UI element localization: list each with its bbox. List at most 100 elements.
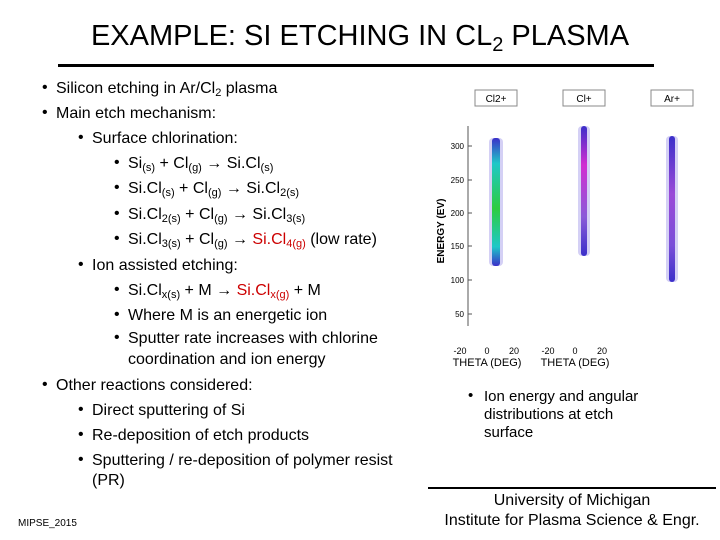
text-run: → Si.Cl <box>221 180 281 197</box>
panel-label-box <box>650 89 694 107</box>
text-run: + Cl <box>180 231 215 248</box>
text-run: Ion assisted etching: <box>92 257 238 274</box>
institute-name: Institute for Plasma Science & Engr. <box>444 512 700 529</box>
text-run: + Cl <box>180 206 215 223</box>
bullet-line: • Si.Cl(s) + Cl(g) → Si.Cl2(s) <box>114 179 299 199</box>
bullet-line: • Direct sputtering of Si <box>78 401 245 420</box>
bullet-dot: • <box>114 179 120 196</box>
text-run: (low rate) <box>305 231 377 248</box>
bullet-line: • Si.Cl3(s) + Cl(g) → Si.Cl4(g) (low rate… <box>114 230 377 250</box>
text-run: (g) <box>188 162 202 174</box>
bullet-line: coordination and ion energy <box>128 351 325 369</box>
text-run: Si.Cl <box>128 180 162 197</box>
text-run: (g) <box>207 187 222 199</box>
text-run: Si.Cl <box>128 282 162 299</box>
bullet-dot: • <box>78 256 84 273</box>
text-run: Si.Cl <box>252 231 287 248</box>
y-tick-label: 50 <box>455 310 464 319</box>
bullet-dot: • <box>42 79 48 96</box>
text-run: Si.Cl <box>236 282 271 299</box>
bullet-line: • Si(s) + Cl(g) → Si.Cl(s) <box>114 154 274 174</box>
bullet-line: • Silicon etching in Ar/Cl2 plasma <box>42 79 277 99</box>
text-run: Si <box>128 155 143 172</box>
panel-label: Cl+ <box>576 94 591 105</box>
panel-label: Ar+ <box>664 94 680 105</box>
bullet-line: • Where M is an energetic ion <box>114 306 328 325</box>
x-tick-label: 20 <box>509 346 519 356</box>
panel-label: Cl2+ <box>486 94 507 105</box>
bullet-dot: • <box>78 401 84 418</box>
x-tick-label: 0 <box>484 346 489 356</box>
text-run: (PR) <box>92 472 125 489</box>
bullet-dot: • <box>114 306 120 323</box>
bullet-dot: • <box>42 104 48 121</box>
x-axis-label: THETA (DEG) <box>453 357 522 369</box>
right-bullet-line: distributions at etch <box>484 406 614 423</box>
text-run: (s) <box>260 162 274 174</box>
y-tick-label: 100 <box>451 276 465 285</box>
y-tick-label: 250 <box>451 176 465 185</box>
text-run: (g) <box>214 238 228 250</box>
text-run: + Cl <box>155 155 189 172</box>
text-run: 3(s) <box>161 238 181 250</box>
text-run: Sputter rate increases with chlorine <box>128 330 378 347</box>
text-run: Main etch mechanism: <box>56 105 217 122</box>
text-run: (s) <box>161 187 175 199</box>
bullet-dot: • <box>78 129 84 146</box>
bullet-dot: • <box>468 387 474 404</box>
text-run: (s) <box>142 162 156 174</box>
footer-rule <box>428 487 716 489</box>
university-name: University of Michigan <box>493 492 651 509</box>
bullet-line: • Other reactions considered: <box>42 376 253 395</box>
text-run: Other reactions considered: <box>56 377 253 394</box>
text-run: Si.Cl <box>128 206 162 223</box>
text-run: coordination and ion energy <box>128 351 326 368</box>
x-tick-label: 0 <box>572 346 577 356</box>
y-tick-label: 200 <box>451 209 465 218</box>
text-run: 2 <box>215 87 222 99</box>
x-tick-label: 20 <box>597 346 607 356</box>
text-run: + Cl <box>174 180 208 197</box>
bullet-dot: • <box>78 426 84 443</box>
text-run: x(g) <box>270 289 290 301</box>
bullet-dot: • <box>78 451 84 468</box>
x-axis-label: THETA (DEG) <box>541 357 610 369</box>
text-run: Where M is an energetic ion <box>128 307 328 324</box>
text-run: 2(s) <box>161 213 181 225</box>
bullet-line: • Sputter rate increases with chlorine <box>114 329 378 348</box>
bullet-dot: • <box>114 329 120 346</box>
ion-distribution-figure: Cl2+ Cl+ Ar+ ENERGY (EV)30025020015010050-… <box>436 89 694 369</box>
text-run: x(s) <box>161 289 181 301</box>
conference-tag: MIPSE_2015 <box>18 518 77 529</box>
text-run: Si.Cl <box>128 231 162 248</box>
right-bullet-line: surface <box>484 424 534 441</box>
text-run: → Si.Cl <box>227 206 287 223</box>
bullet-line: • Sputtering / re-deposition of polymer r… <box>78 451 393 470</box>
text-run: Re-deposition of etch products <box>92 427 310 444</box>
right-bullet: • Ion energy and angular distributions a… <box>468 387 639 442</box>
text-run: → <box>227 231 253 248</box>
ion-distribution-band <box>492 138 500 266</box>
bullet-line: • Si.Clx(s) + M → Si.Clx(g) + M <box>114 281 321 301</box>
bullet-line: • Re-deposition of etch products <box>78 426 310 445</box>
panel-label-box <box>562 89 606 107</box>
bullet-dot: • <box>114 281 120 298</box>
y-tick-label: 300 <box>451 142 465 151</box>
bullet-line: (PR) <box>92 472 125 490</box>
text-run: → Si.Cl <box>201 155 261 172</box>
panel-label-box <box>474 89 518 107</box>
text-run: Sputtering / re-deposition of polymer re… <box>92 452 393 469</box>
title-rule <box>58 64 654 67</box>
bullet-line: • Surface chlorination: <box>78 129 238 148</box>
text-run: + M <box>289 282 321 299</box>
ion-distribution-band <box>669 136 675 282</box>
text-run: + M → <box>180 282 237 299</box>
bullet-dot: • <box>114 205 120 222</box>
bullet-dot: • <box>114 154 120 171</box>
right-bullet-line: Ion energy and angular <box>484 388 639 405</box>
text-run: Surface chlorination: <box>92 130 238 147</box>
text-run: Direct sputtering of Si <box>92 402 245 419</box>
x-tick-label: -20 <box>453 346 466 356</box>
x-tick-label: -20 <box>541 346 554 356</box>
text-run: Silicon etching in Ar/Cl <box>56 80 216 97</box>
